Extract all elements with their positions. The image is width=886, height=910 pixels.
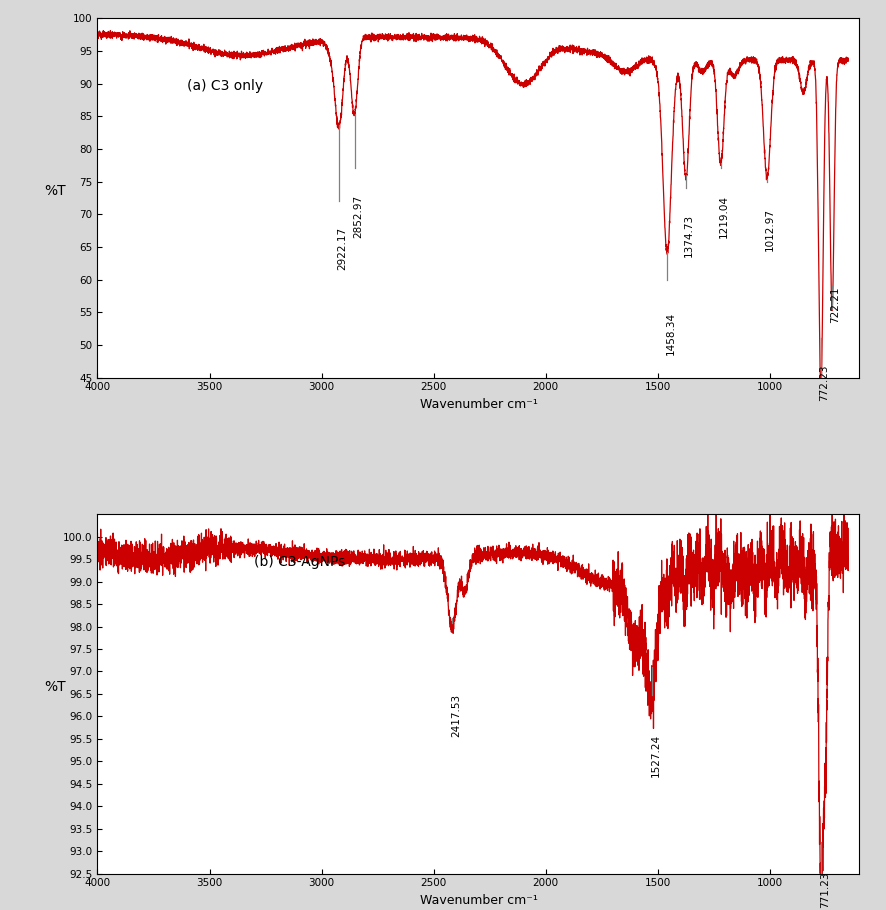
Text: 1458.34: 1458.34 xyxy=(665,312,675,356)
Text: 1012.97: 1012.97 xyxy=(766,207,775,251)
Text: 1219.04: 1219.04 xyxy=(719,195,729,238)
Y-axis label: %T: %T xyxy=(44,680,66,694)
X-axis label: Wavenumber cm⁻¹: Wavenumber cm⁻¹ xyxy=(419,398,538,411)
Text: (b) C3-AgNPs: (b) C3-AgNPs xyxy=(254,555,346,569)
Text: 2417.53: 2417.53 xyxy=(451,694,461,737)
Text: 772.23: 772.23 xyxy=(820,365,829,401)
Text: 2922.17: 2922.17 xyxy=(338,228,347,270)
Text: (a) C3 only: (a) C3 only xyxy=(187,79,263,93)
Y-axis label: %T: %T xyxy=(44,184,66,197)
X-axis label: Wavenumber cm⁻¹: Wavenumber cm⁻¹ xyxy=(419,894,538,907)
Text: 771.23: 771.23 xyxy=(820,872,830,908)
Text: 1374.73: 1374.73 xyxy=(684,214,695,258)
Text: 722.21: 722.21 xyxy=(830,286,841,323)
Text: 1527.24: 1527.24 xyxy=(650,734,660,777)
Text: 2852.97: 2852.97 xyxy=(353,195,363,238)
